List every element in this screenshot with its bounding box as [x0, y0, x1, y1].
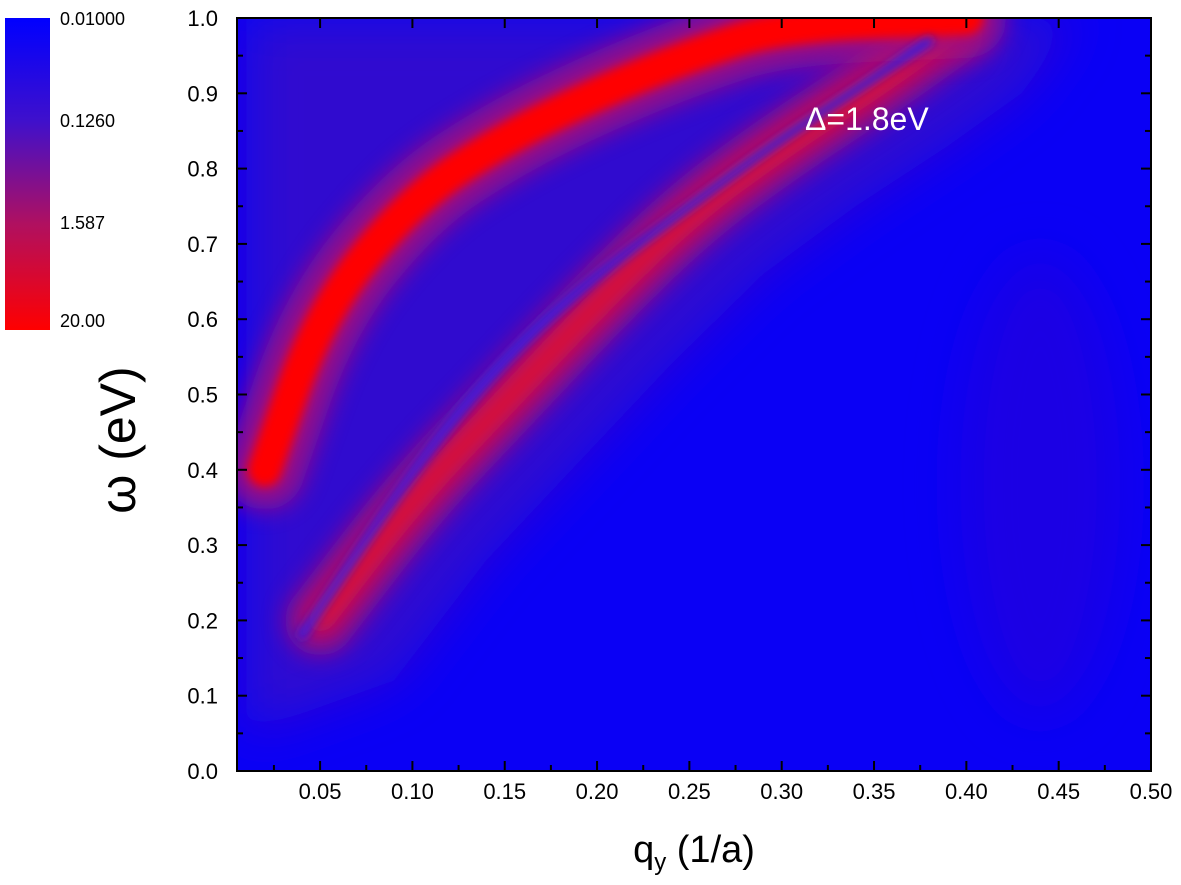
x-axis-title-subscript: y: [654, 849, 666, 876]
x-tick-label-3: 0.20: [576, 779, 619, 804]
x-tick-label-7: 0.40: [945, 779, 988, 804]
blue-dip-line: [298, 37, 933, 639]
y-tick-label-3: 0.3: [187, 533, 218, 558]
upper-red-branch: [247, 18, 984, 487]
colorbar-label-3: 20.00: [60, 311, 105, 331]
heatmap-branches: [237, 18, 1007, 656]
x-axis-title-q: q: [633, 829, 654, 871]
x-axis-title: qy (1/a): [633, 829, 755, 876]
y-tick-label-1: 0.1: [187, 684, 218, 709]
y-tick-label-6: 0.6: [187, 307, 218, 332]
haze-right: [960, 254, 1121, 715]
colorbar-gradient: [5, 18, 50, 330]
x-tick-label-2: 0.15: [483, 779, 526, 804]
x-axis-title-unit: (1/a): [666, 829, 755, 871]
y-tick-label-8: 0.8: [187, 157, 218, 182]
y-axis-title: ω (eV): [90, 366, 146, 513]
colorbar-label-1: 0.1260: [60, 111, 115, 131]
y-tick-label-10: 1.0: [187, 6, 218, 31]
x-tick-label-9: 0.50: [1130, 779, 1173, 804]
colorbar-label-2: 1.587: [60, 213, 105, 233]
lower-red-branch: [307, 20, 961, 634]
colorbar-label-0: 0.01000: [60, 9, 125, 29]
y-tick-label-4: 0.4: [187, 458, 218, 483]
plot-area: [237, 18, 1151, 771]
x-tick-label-1: 0.10: [391, 779, 434, 804]
x-tick-label-6: 0.35: [853, 779, 896, 804]
y-tick-label-9: 0.9: [187, 81, 218, 106]
x-tick-label-8: 0.45: [1037, 779, 1080, 804]
x-tick-label-0: 0.05: [299, 779, 342, 804]
delta-annotation: Δ=1.8eV: [805, 101, 929, 137]
colorbar: 0.01000 0.1260 1.587 20.00: [5, 9, 125, 331]
x-axis: 0.05 0.10 0.15 0.20 0.25 0.30 0.35 0.40 0.45 0.50: [272, 18, 1173, 804]
y-tick-label-2: 0.2: [187, 608, 218, 633]
x-tick-label-4: 0.25: [668, 779, 711, 804]
y-tick-label-7: 0.7: [187, 232, 218, 257]
y-tick-label-5: 0.5: [187, 383, 218, 408]
x-tick-label-5: 0.30: [760, 779, 803, 804]
y-tick-label-0: 0.0: [187, 759, 218, 784]
y-axis: 0.0 0.1 0.2 0.3 0.4 0.5 0.6 0.7 0.8 0.9 1.0: [187, 6, 1151, 784]
